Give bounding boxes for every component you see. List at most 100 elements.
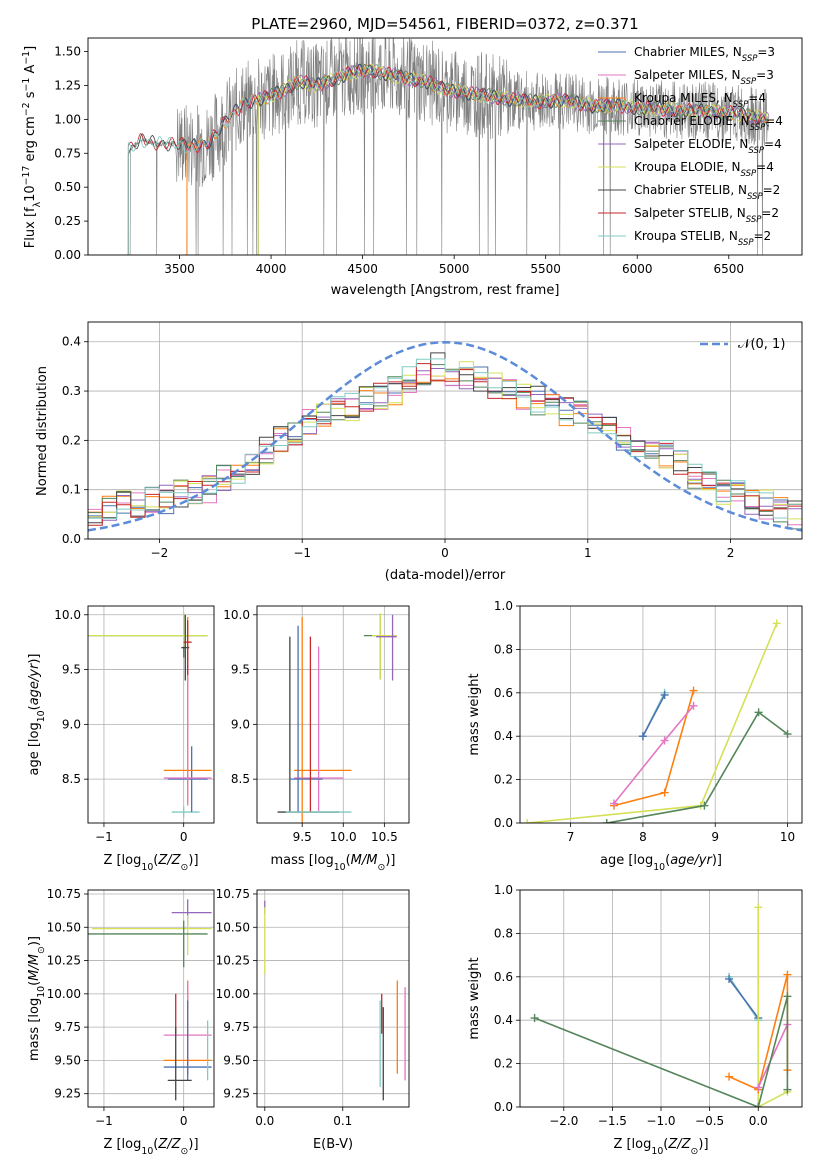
x-axis-label: (data-model)/error [385,568,506,583]
plot-area [523,619,792,823]
marker-salpeter_miles [610,799,618,808]
marker-salpeter_miles [689,701,698,710]
y-tick-label: 0.2 [494,1057,513,1071]
histogram-step-salpeter_stelib [88,363,802,526]
legend-label: Kroupa STELIB, NSSP=2 [634,229,771,248]
y-tick-label: 10.25 [47,954,81,968]
y-axis-label: Normed distribution [35,366,50,496]
y-tick-label: 0.3 [62,384,81,398]
plot-area [530,903,792,1107]
x-tick-label: 10.5 [371,830,398,844]
y-tick-label: 9.75 [54,1020,81,1034]
spectrum-legend: Chabrier MILES, NSSP=3 Salpeter MILES, NS… [598,45,783,248]
y-axis-label: Flux [fλ10−17 erg cm−2 s−1 A−1] [21,46,43,248]
x-tick-label: −2 [151,546,169,560]
normal-distribution-curve [88,340,802,532]
y-tick-label: 0.00 [54,248,81,262]
x-axis-label: age [log10(age/yr)] [600,853,722,873]
x-tick-label: −1 [95,830,113,844]
series-line-chabrier_miles [642,694,666,737]
y-tick-label: 10.00 [216,987,250,1001]
y-tick-label: 0.4 [62,335,81,349]
x-tick-label: 5500 [530,262,561,276]
series-line-chabrier_elodie [606,711,788,823]
errorbar-kroupa_miles [293,616,352,823]
y-tick-label: 10.00 [47,987,81,1001]
marker-chabrier_elodie [783,992,792,1001]
marker-chabrier_miles [660,690,669,699]
y-axis-label: age [log10(age/yr)] [27,653,47,775]
y-tick-label: 1.0 [494,883,513,897]
legend-label: Kroupa ELODIE, NSSP=4 [634,160,774,179]
y-tick-label: 0.0 [62,532,81,546]
y-tick-label: 0.8 [494,642,513,656]
y-tick-label: 8.5 [62,772,81,786]
errorbar-salpeter_elodie [376,614,397,681]
y-axis-label: mass [log10(M/M⊙)] [27,936,47,1061]
y-axis-label: mass weight [467,957,482,1039]
x-tick-label: 6500 [713,262,744,276]
y-tick-label: 0.6 [494,686,513,700]
x-tick-label: 9 [711,830,719,844]
errorbar-chabrier_stelib [167,1027,192,1101]
y-tick-label: 0.25 [54,214,81,228]
marker-chabrier_elodie [602,819,611,823]
age-vs-metallicity-plot: −1 0 8.5 9.0 9.5 10.0 Z [log10(Z/Z⊙)] age [log1… [27,605,215,873]
marker-chabrier_elodie [754,1103,763,1107]
y-tick-label: 0.0 [494,816,513,830]
plot-area [264,900,406,1101]
y-tick-label: 0.0 [494,1100,513,1114]
y-tick-label: 10.75 [47,887,81,901]
x-tick-label: 4000 [256,262,287,276]
x-tick-label: 0 [180,830,188,844]
x-tick-label: 10 [780,830,795,844]
legend-label: Salpeter ELODIE, NSSP=4 [634,137,782,156]
x-tick-label: −2.0 [549,1114,578,1128]
legend-label: Salpeter STELIB, NSSP=2 [634,206,779,225]
x-tick-label: 0 [180,1114,188,1128]
marker-chabrier_elodie [700,801,709,810]
marker-chabrier_miles [638,732,647,741]
x-tick-label: 5000 [439,262,470,276]
y-tick-label: 10.0 [54,608,81,622]
figure-title: PLATE=2960, MJD=54561, FIBERID=0372, z=0… [251,15,638,33]
y-tick-label: 1.25 [54,78,81,92]
residual-histogram-plot: −2 −1 0 1 2 0.0 0.1 0.2 0.3 0.4 𝒩(0, 1) (data-model… [35,321,803,583]
plot-area [277,613,397,823]
errorbar-chabrier_miles [289,625,323,813]
series-line-kroupa_elodie [757,907,788,1107]
axes-frame [519,605,803,824]
marker-chabrier_elodie [783,730,792,739]
marker-kroupa_elodie [523,819,532,823]
mass-vs-metallicity-plot: −1 0 9.25 9.50 9.75 10.00 10.25 10.50 10.75 Z [lo… [27,887,215,1157]
x-axis-label: Z [log10(Z/Z⊙)] [103,853,198,873]
axes-frame [519,889,803,1108]
x-tick-label: 0 [441,546,449,560]
axes-frame [256,605,410,824]
legend-label: Chabrier STELIB, NSSP=2 [634,183,780,202]
axes-frame [87,605,215,824]
model-line-salpeter_stelib [124,65,770,255]
errorbar-salpeter_miles [293,646,344,811]
errorbar-kroupa_stelib [171,806,200,818]
y-tick-label: 0.50 [54,180,81,194]
legend-label: Kroupa MILES, NSSP=4 [634,91,766,110]
plot-area [88,613,212,818]
marker-kroupa_miles [725,1072,734,1081]
x-axis-label: Z [log10(Z/Z⊙)] [103,1137,198,1157]
marker-chabrier_elodie [530,1014,539,1023]
x-tick-label: 0.0 [749,1114,768,1128]
legend-label: Chabrier ELODIE, NSSP=4 [634,114,783,133]
y-tick-label: 10.50 [216,920,250,934]
axes-frame [87,321,803,540]
axes-frame [256,889,410,1108]
errorbar-chabrier_miles [163,1000,212,1081]
y-tick-label: 9.0 [231,717,250,731]
x-axis-label: Z [log10(Z/Z⊙)] [613,1137,708,1157]
x-tick-label: 0.0 [255,1114,274,1128]
y-tick-label: 1.0 [494,599,513,613]
series-line-salpeter_miles [757,1024,789,1088]
x-tick-label: 1 [584,546,592,560]
y-tick-label: 0.2 [494,773,513,787]
